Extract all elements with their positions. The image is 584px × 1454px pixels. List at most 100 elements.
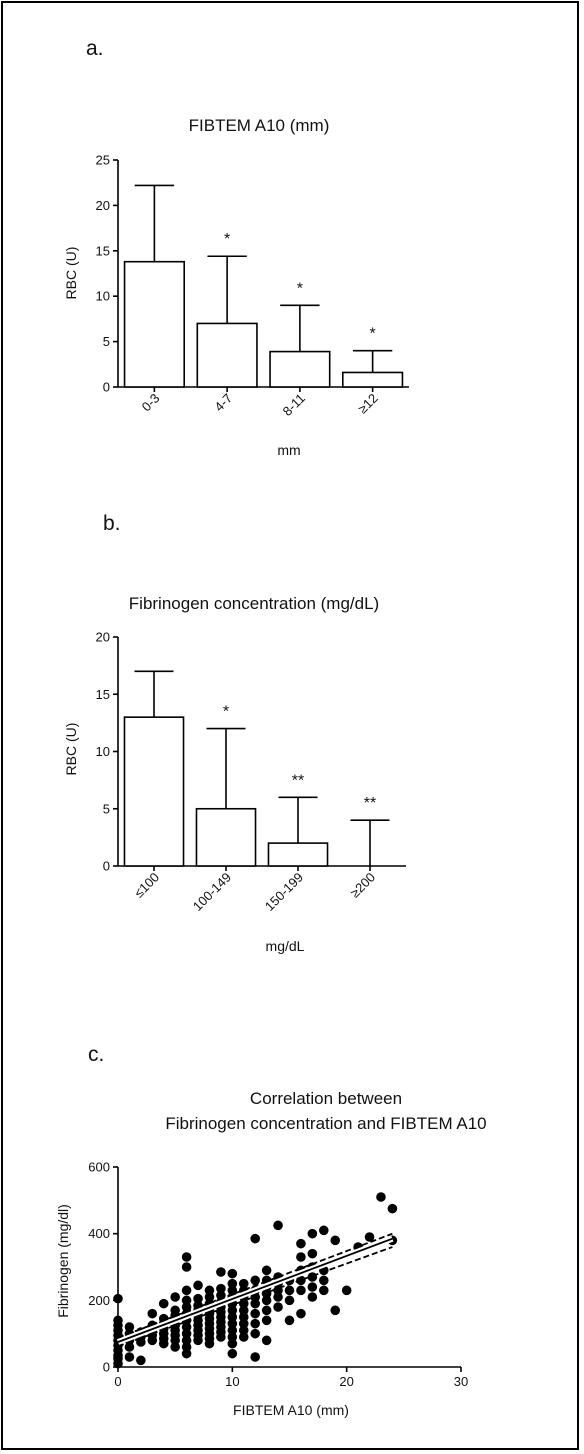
b-significance-mark: ** bbox=[364, 795, 376, 812]
c-data-point bbox=[273, 1220, 283, 1231]
c-data-point bbox=[261, 1315, 272, 1326]
c-data-point bbox=[250, 1275, 260, 1286]
c-data-point bbox=[238, 1325, 249, 1336]
b-bar bbox=[195, 807, 257, 867]
c-data-point bbox=[307, 1282, 318, 1292]
panel-a-xlabel: mm bbox=[277, 442, 300, 458]
c-data-point bbox=[296, 1238, 306, 1249]
c-data-point bbox=[307, 1228, 318, 1239]
c-data-point bbox=[296, 1308, 306, 1319]
c-data-point bbox=[238, 1305, 249, 1316]
b-ytick-label: 0 bbox=[103, 859, 110, 874]
panel-c-title-line-1: Correlation between bbox=[250, 1089, 402, 1108]
c-data-point bbox=[124, 1352, 135, 1362]
c-data-point bbox=[170, 1305, 180, 1316]
c-data-point bbox=[216, 1283, 226, 1294]
c-data-point bbox=[284, 1315, 295, 1326]
c-data-point bbox=[250, 1298, 260, 1309]
panel-a-ylabel: RBC (U) bbox=[63, 247, 79, 300]
a-bar bbox=[123, 260, 186, 388]
c-data-point bbox=[238, 1332, 249, 1342]
c-data-point bbox=[273, 1302, 283, 1312]
b-significance-mark: * bbox=[223, 704, 229, 721]
c-data-point bbox=[227, 1318, 238, 1329]
c-data-point bbox=[238, 1278, 249, 1289]
panel-b-ylabel: RBC (U) bbox=[63, 723, 79, 776]
c-data-point bbox=[319, 1285, 329, 1296]
c-fit-line bbox=[117, 1237, 393, 1343]
a-category-label: 4-7 bbox=[211, 391, 235, 415]
c-xtick-label: 30 bbox=[454, 1374, 468, 1389]
panel-a-letter: a. bbox=[86, 37, 104, 60]
c-data-point bbox=[204, 1285, 215, 1296]
a-ytick-label: 25 bbox=[96, 153, 110, 168]
c-data-point bbox=[227, 1312, 238, 1322]
b-ytick-label: 15 bbox=[96, 687, 110, 702]
c-data-point bbox=[250, 1233, 260, 1244]
c-data-point bbox=[284, 1295, 295, 1306]
c-data-point bbox=[284, 1285, 295, 1296]
c-data-point bbox=[181, 1295, 192, 1306]
c-data-point bbox=[250, 1318, 260, 1329]
c-data-point bbox=[238, 1318, 249, 1329]
a-category-label: 0-3 bbox=[139, 391, 163, 415]
b-ytick-label: 20 bbox=[96, 630, 110, 645]
c-data-point bbox=[238, 1312, 249, 1322]
c-data-point bbox=[181, 1302, 192, 1312]
b-category-label: 100-149 bbox=[190, 870, 234, 914]
c-data-point bbox=[250, 1328, 260, 1339]
c-ci-upper-line bbox=[117, 1232, 393, 1339]
panel-c-xlabel: FIBTEM A10 (mm) bbox=[233, 1402, 349, 1418]
c-data-point bbox=[158, 1298, 169, 1309]
b-category-label: ≥200 bbox=[347, 870, 378, 901]
b-category-label: ≤100 bbox=[131, 870, 162, 901]
c-data-point bbox=[261, 1335, 272, 1346]
b-bar bbox=[267, 842, 329, 867]
a-ytick-label: 0 bbox=[103, 380, 110, 395]
a-ytick-label: 5 bbox=[103, 334, 110, 349]
c-data-point bbox=[227, 1278, 238, 1289]
c-data-point bbox=[227, 1338, 238, 1349]
b-category-label: 150-199 bbox=[262, 870, 306, 914]
c-data-point bbox=[319, 1275, 329, 1286]
c-ytick-label: 0 bbox=[103, 1360, 110, 1375]
c-data-point bbox=[113, 1293, 123, 1304]
panel-c-ylabel: Fibrinogen (mg/dl) bbox=[55, 1204, 71, 1318]
c-data-point bbox=[376, 1192, 386, 1202]
c-data-point bbox=[261, 1288, 272, 1299]
panel-a-title: FIBTEM A10 (mm) bbox=[189, 116, 330, 135]
panel-c-title-line-2: Fibrinogen concentration and FIBTEM A10 bbox=[165, 1114, 486, 1133]
c-xtick-label: 10 bbox=[225, 1374, 239, 1389]
a-significance-mark: * bbox=[370, 326, 376, 343]
c-data-point bbox=[124, 1342, 135, 1352]
c-data-point bbox=[250, 1352, 260, 1362]
c-data-point bbox=[181, 1328, 192, 1339]
a-bar bbox=[341, 371, 404, 388]
c-data-point bbox=[319, 1225, 329, 1236]
panel-c-letter: c. bbox=[88, 1043, 104, 1066]
c-xtick-label: 0 bbox=[114, 1374, 121, 1389]
c-data-point bbox=[261, 1305, 272, 1316]
c-data-point bbox=[330, 1235, 341, 1246]
c-data-point bbox=[227, 1268, 238, 1279]
a-significance-mark: * bbox=[297, 280, 303, 297]
c-data-point bbox=[181, 1285, 192, 1296]
c-data-point bbox=[181, 1322, 192, 1332]
c-ci-lower-line bbox=[117, 1246, 393, 1348]
c-data-point bbox=[124, 1322, 135, 1332]
panel-b-letter: b. bbox=[103, 512, 121, 535]
c-data-point bbox=[250, 1308, 260, 1319]
c-data-point bbox=[296, 1252, 306, 1262]
c-data-point bbox=[364, 1232, 375, 1242]
c-data-point bbox=[227, 1325, 238, 1336]
b-ytick-label: 10 bbox=[96, 744, 110, 759]
b-ytick-label: 5 bbox=[103, 801, 110, 816]
c-ytick-label: 400 bbox=[88, 1226, 110, 1241]
c-data-point bbox=[330, 1305, 341, 1316]
c-data-point bbox=[181, 1262, 192, 1272]
c-data-point bbox=[113, 1315, 123, 1326]
a-ytick-label: 15 bbox=[96, 243, 110, 258]
c-data-point bbox=[296, 1285, 306, 1296]
